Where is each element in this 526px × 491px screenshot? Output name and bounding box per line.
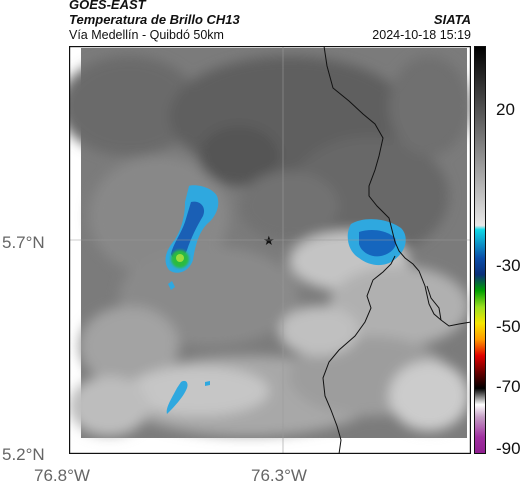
satellite-map: ★ (59, 45, 472, 455)
colorbar (474, 46, 490, 454)
lat-label-5.7: 5.7°N (2, 233, 45, 252)
region-label: Vía Medellín - Quibdó 50km (69, 28, 224, 42)
colorbar-label-minus70: -70 (496, 377, 521, 396)
colorbar-label-minus30: -30 (496, 256, 521, 275)
cold-cloud-east (347, 219, 406, 266)
satellite-label: GOES-EAST (69, 0, 146, 12)
cold-cloud-south (166, 380, 210, 414)
admin-borders (322, 45, 472, 455)
map-frame (68, 45, 472, 455)
lat-label-5.2: 5.2°N (2, 445, 45, 464)
org-label: SIATA (433, 12, 471, 27)
lon-label-76.8: 76.8°W (34, 466, 90, 485)
colorbar-label-20: 20 (496, 100, 515, 119)
map-canvas: ★ (59, 45, 472, 455)
city-marker-icon: ★ (263, 233, 275, 248)
map-header: GOES-EAST Temperatura de Brillo CH13 Vía… (69, 0, 471, 46)
brightness-field: ★ (59, 48, 469, 438)
cold-cloud-west (165, 185, 219, 290)
timestamp: 2024-10-18 15:19 (372, 28, 471, 42)
colorbar-label-minus50: -50 (496, 317, 521, 336)
product-title: Temperatura de Brillo CH13 (69, 12, 240, 27)
colorbar-gradient (474, 46, 490, 454)
colorbar-label-minus90: -90 (496, 439, 521, 458)
lon-label-76.3: 76.3°W (251, 466, 307, 485)
